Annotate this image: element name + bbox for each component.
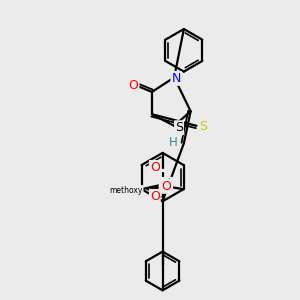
- Text: O: O: [150, 190, 160, 203]
- Text: N: N: [171, 72, 181, 85]
- Text: O: O: [150, 161, 160, 174]
- Text: O: O: [161, 180, 171, 193]
- Text: S: S: [175, 121, 183, 134]
- Text: H: H: [169, 136, 178, 149]
- Text: Cl: Cl: [160, 178, 172, 191]
- Text: S: S: [199, 120, 207, 133]
- Text: O: O: [129, 79, 139, 92]
- Text: methoxy: methoxy: [110, 186, 143, 195]
